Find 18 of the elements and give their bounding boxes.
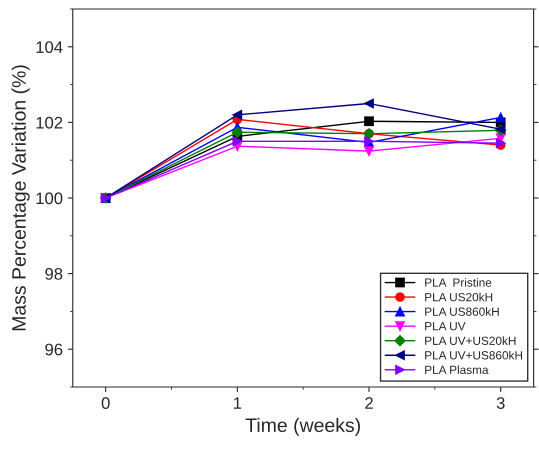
- y-axis-title: Mass Percentage Variation (%): [12, 65, 30, 330]
- legend-label: PLA Plasma: [425, 365, 489, 374]
- legend-label: PLA UV+US20kH: [425, 336, 516, 345]
- y-tick-label: 98: [45, 268, 62, 280]
- y-tick-label: 102: [36, 116, 62, 129]
- x-tick-label: 2: [365, 397, 373, 409]
- legend-label: PLA UV+US860kH: [425, 350, 522, 360]
- legend-label: PLA Pristine: [425, 278, 492, 287]
- y-tick-label: 100: [36, 192, 62, 204]
- x-tick-label: 1: [234, 397, 242, 409]
- y-tick-label: 96: [45, 344, 62, 356]
- x-axis-title: Time (weeks): [246, 418, 360, 436]
- x-tick-label: 3: [496, 397, 505, 409]
- legend-label: PLA US860kH: [425, 307, 499, 316]
- y-tick-label: 104: [36, 41, 63, 54]
- legend-label: PLA UV: [425, 322, 466, 330]
- x-tick-label: 0: [102, 397, 110, 409]
- legend-label: PLA US20kH: [425, 292, 492, 302]
